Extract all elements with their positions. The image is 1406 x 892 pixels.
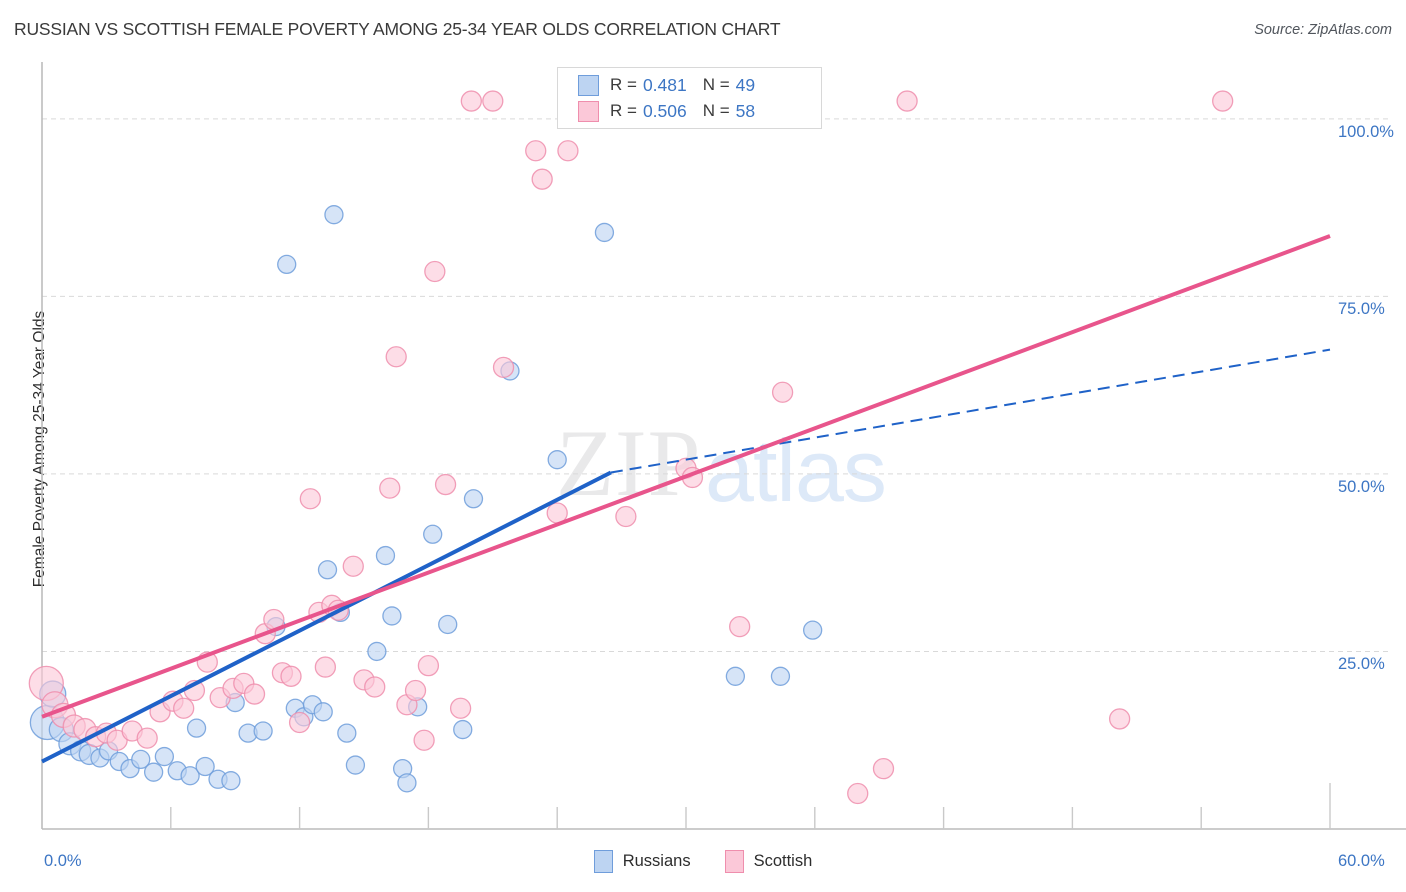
data-point[interactable] <box>413 729 435 751</box>
legend-r-label-scottish: R = <box>610 101 637 120</box>
data-point[interactable] <box>482 90 504 112</box>
data-point[interactable] <box>492 356 515 379</box>
data-point[interactable] <box>324 205 344 225</box>
data-point[interactable] <box>463 489 484 509</box>
trendline-extension-russians <box>610 348 1331 474</box>
source-attribution: Source: ZipAtlas.com <box>1254 22 1392 38</box>
data-point[interactable] <box>379 477 401 499</box>
series-points-russians <box>29 205 823 793</box>
data-point[interactable] <box>729 615 751 638</box>
data-point[interactable] <box>438 614 458 635</box>
series-label-russians: Russians <box>622 852 691 870</box>
data-point[interactable] <box>154 746 175 767</box>
data-point[interactable] <box>803 620 823 640</box>
series-legend-item-russians[interactable]: Russians <box>593 850 691 873</box>
data-point[interactable] <box>594 222 615 243</box>
y-tick-label: 100.0% <box>1338 122 1394 141</box>
data-point[interactable] <box>221 771 241 791</box>
trendline-scottish <box>41 234 1331 719</box>
x-axis-min-label: 0.0% <box>44 852 82 870</box>
data-point[interactable] <box>342 555 364 577</box>
data-point[interactable] <box>337 723 357 743</box>
data-point[interactable] <box>277 254 297 275</box>
data-point[interactable] <box>367 641 387 662</box>
data-point[interactable] <box>136 727 158 749</box>
data-point[interactable] <box>1108 708 1131 730</box>
legend-r-label-russians: R = <box>610 75 637 94</box>
data-point[interactable] <box>364 676 386 698</box>
data-point[interactable] <box>460 90 482 112</box>
data-point[interactable] <box>382 606 402 626</box>
legend-n-label-russians: N = <box>702 75 730 94</box>
data-point[interactable] <box>280 665 302 687</box>
data-point[interactable] <box>725 666 746 686</box>
data-point[interactable] <box>299 488 321 510</box>
data-point[interactable] <box>770 666 791 686</box>
legend-row-scottish: R = 0.506 N = 58 <box>578 98 755 124</box>
data-point[interactable] <box>531 168 553 190</box>
data-point[interactable] <box>424 260 446 283</box>
data-point[interactable] <box>253 721 273 741</box>
legend-n-value-russians: 49 <box>735 74 756 95</box>
data-point[interactable] <box>847 782 869 805</box>
data-point[interactable] <box>180 766 200 786</box>
x-axis-max-label: 60.0% <box>1338 852 1385 870</box>
data-point[interactable] <box>771 381 794 403</box>
data-point[interactable] <box>385 346 407 368</box>
data-point[interactable] <box>195 756 215 777</box>
y-tick-label: 25.0% <box>1338 655 1385 674</box>
trendline-russians <box>41 470 612 764</box>
data-point[interactable] <box>375 545 396 566</box>
data-point[interactable] <box>557 140 579 162</box>
data-point[interactable] <box>434 473 457 496</box>
data-point[interactable] <box>547 450 567 470</box>
data-point[interactable] <box>449 697 472 719</box>
data-point[interactable] <box>173 697 195 719</box>
data-point[interactable] <box>404 679 427 702</box>
data-point[interactable] <box>314 656 337 678</box>
legend-n-value-scottish: 58 <box>735 100 756 121</box>
data-point[interactable] <box>243 683 266 705</box>
data-point[interactable] <box>417 655 440 677</box>
data-point[interactable] <box>313 702 333 722</box>
y-tick-label: 50.0% <box>1338 477 1385 496</box>
legend-r-value-scottish: 0.506 <box>642 100 687 121</box>
data-point[interactable] <box>615 505 637 528</box>
series-legend: Russians Scottish <box>0 850 1406 873</box>
legend-row-russians: R = 0.481 N = 49 <box>578 72 755 98</box>
data-point[interactable] <box>1212 90 1234 112</box>
data-point[interactable] <box>896 90 918 112</box>
legend-n-label-scottish: N = <box>702 101 730 120</box>
data-point[interactable] <box>143 762 164 782</box>
legend-swatch-scottish <box>578 100 599 122</box>
data-point[interactable] <box>345 755 366 775</box>
legend-swatch-russians <box>578 74 599 96</box>
correlation-legend: R = 0.481 N = 49 R = 0.506 N = 58 <box>557 67 822 129</box>
data-point[interactable] <box>186 718 207 738</box>
data-point[interactable] <box>288 711 311 734</box>
series-swatch-russians <box>593 850 613 873</box>
data-point[interactable] <box>317 560 338 580</box>
data-point[interactable] <box>872 757 895 780</box>
y-tick-label: 75.0% <box>1338 300 1385 319</box>
data-point[interactable] <box>423 524 443 544</box>
data-point[interactable] <box>131 749 151 770</box>
series-legend-item-scottish[interactable]: Scottish <box>724 850 813 873</box>
legend-r-value-russians: 0.481 <box>642 74 687 95</box>
series-points-scottish <box>28 90 1234 805</box>
series-label-scottish: Scottish <box>753 852 813 870</box>
data-point[interactable] <box>453 719 473 740</box>
page-title: RUSSIAN VS SCOTTISH FEMALE POVERTY AMONG… <box>14 19 781 39</box>
series-swatch-scottish <box>724 850 744 873</box>
data-point[interactable] <box>397 773 417 793</box>
data-point[interactable] <box>525 140 547 162</box>
